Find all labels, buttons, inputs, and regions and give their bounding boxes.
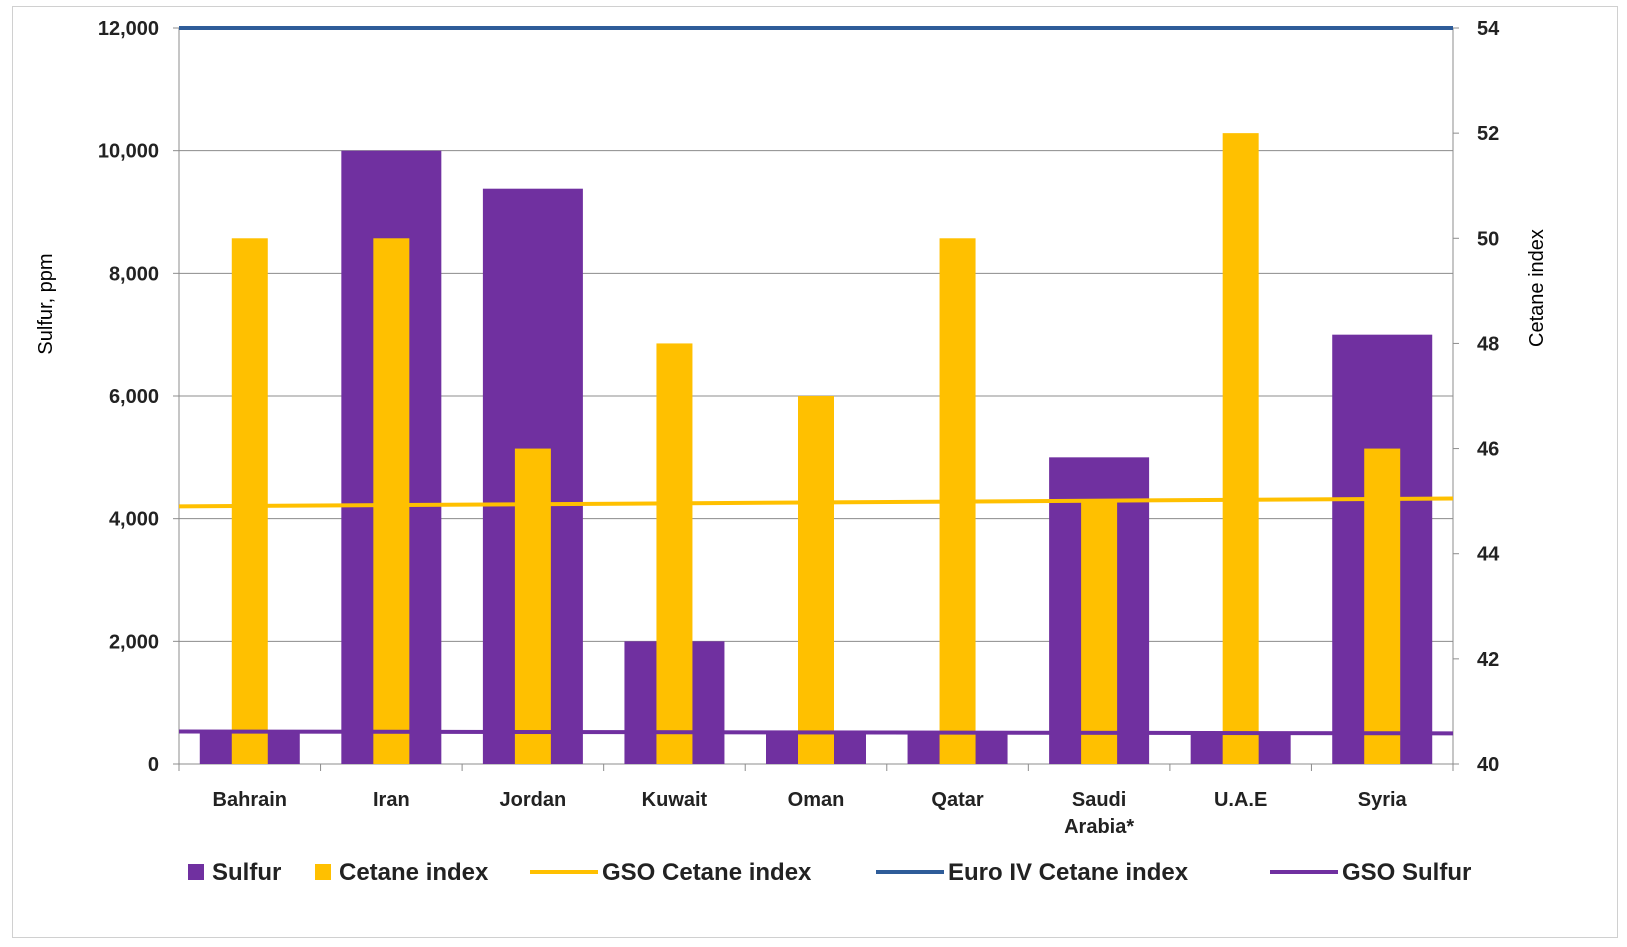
cetane-bar [514, 448, 551, 764]
x-tick-label: Iran [373, 789, 410, 811]
legend-swatch-sulfur [188, 864, 204, 880]
y-tick-label: 2,000 [109, 631, 159, 653]
x-tick-label: Syria [1358, 789, 1408, 811]
y-axis-title: Sulfur, ppm [35, 253, 57, 354]
legend-label-cetane-index: Cetane index [339, 859, 489, 886]
x-tick-label: Kuwait [642, 789, 708, 811]
y2-tick-label: 52 [1477, 123, 1499, 145]
cetane-bar [656, 343, 693, 764]
cetane-bar [1081, 501, 1118, 764]
cetane-bar [373, 238, 410, 765]
y2-tick-label: 42 [1477, 649, 1499, 671]
y2-tick-label: 40 [1477, 754, 1499, 776]
y-tick-label: 6,000 [109, 386, 159, 408]
legend-label-gso-sulfur: GSO Sulfur [1342, 859, 1471, 886]
x-tick-label: U.A.E [1214, 789, 1267, 811]
y-tick-label: 8,000 [109, 263, 159, 285]
cetane-bar [1222, 133, 1259, 765]
y2-axis-title: Cetane index [1526, 229, 1548, 347]
y-tick-label: 12,000 [98, 18, 159, 40]
cetane-bar [798, 396, 834, 764]
x-tick-label: Oman [788, 789, 845, 811]
x-tick-label: Qatar [931, 789, 983, 811]
legend-label-euro-iv-cetane-index: Euro IV Cetane index [948, 859, 1189, 886]
x-tick-label: Saudi [1072, 789, 1126, 811]
y-tick-label: 0 [148, 754, 159, 776]
cetane-bar [231, 238, 268, 765]
x-tick-label: Bahrain [213, 789, 287, 811]
y2-tick-label: 50 [1477, 228, 1499, 250]
x-tick-label: Jordan [500, 789, 567, 811]
x-tick-label: Arabia* [1064, 816, 1134, 838]
legend-label-sulfur: Sulfur [212, 859, 281, 886]
y-tick-label: 10,000 [98, 141, 159, 163]
cetane-bar [1364, 448, 1401, 764]
y2-tick-label: 48 [1477, 333, 1499, 355]
y2-tick-label: 46 [1477, 439, 1499, 461]
y2-tick-label: 54 [1477, 18, 1500, 40]
legend-label-gso-cetane-index: GSO Cetane index [602, 859, 812, 886]
legend-swatch-cetane-index [315, 864, 331, 880]
y-tick-label: 4,000 [109, 509, 159, 531]
y2-tick-label: 44 [1477, 544, 1500, 566]
gso-cetane-index-line [178, 496, 1454, 509]
gso-sulfur-line [178, 729, 1454, 736]
